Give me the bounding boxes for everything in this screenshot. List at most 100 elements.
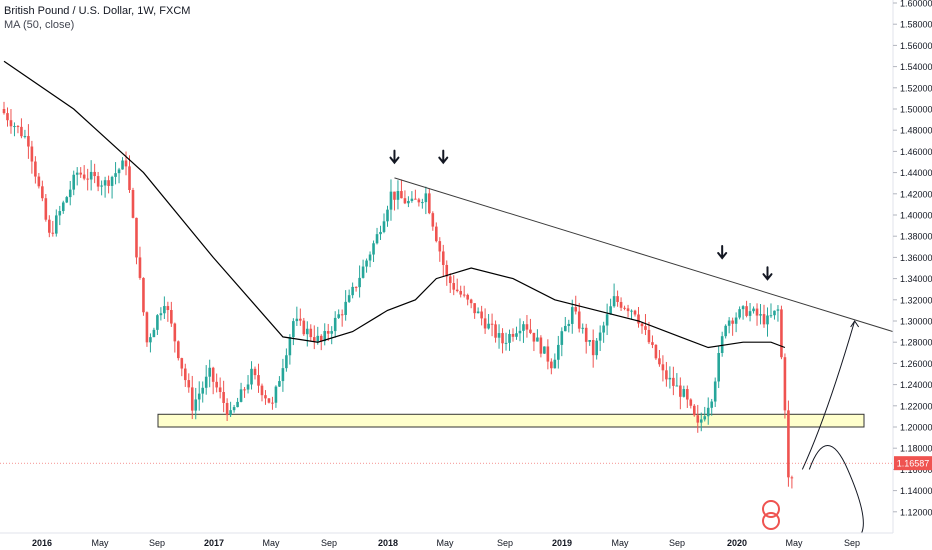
candle-body <box>396 191 400 200</box>
candle-body <box>790 477 794 479</box>
candle-body <box>557 344 560 360</box>
candle-body <box>567 323 571 326</box>
y-tick-label: 1.32000 <box>900 295 932 305</box>
candle-body <box>382 221 386 232</box>
candle-body <box>295 318 299 322</box>
candle-body <box>299 318 302 321</box>
candle-body <box>27 136 30 147</box>
y-tick-label: 1.20000 <box>900 423 932 433</box>
candle-body <box>68 189 72 198</box>
candle-body <box>550 361 553 369</box>
candle-body <box>734 317 738 324</box>
candle-body <box>434 226 438 242</box>
candle-body <box>508 333 511 343</box>
candle-body <box>267 398 271 403</box>
candle-body <box>333 317 337 332</box>
x-tick-label: May <box>611 538 629 548</box>
y-tick-label: 1.52000 <box>900 83 932 93</box>
candle-body <box>720 336 724 353</box>
candle-body <box>532 332 536 342</box>
x-tick-label: 2020 <box>727 538 747 548</box>
y-tick-label: 1.36000 <box>900 253 932 263</box>
candle-body <box>389 191 393 210</box>
candle-body <box>34 161 37 177</box>
candle-body <box>393 191 396 200</box>
candle-body <box>93 171 96 177</box>
x-tick-label: Sep <box>497 538 513 548</box>
candle-body <box>609 306 612 315</box>
candle-body <box>787 410 790 478</box>
candle-body <box>361 266 365 278</box>
candle-body <box>326 331 330 334</box>
candle-body <box>773 310 776 316</box>
y-tick-label: 1.12000 <box>900 507 932 517</box>
y-tick-label: 1.34000 <box>900 274 932 284</box>
candle-body <box>455 289 459 292</box>
y-tick-label: 1.28000 <box>900 338 932 348</box>
candle-body <box>337 314 340 318</box>
chart-legend: British Pound / U.S. Dollar, 1W, FXCM MA… <box>4 4 190 32</box>
candle-body <box>494 324 497 338</box>
candle-body <box>236 401 239 408</box>
candle-body <box>330 331 334 334</box>
candle-body <box>525 324 529 330</box>
candle-body <box>211 367 215 382</box>
candle-body <box>727 320 731 326</box>
x-tick-label: 2019 <box>552 538 572 548</box>
candle-body <box>755 308 759 316</box>
candle-body <box>501 333 504 344</box>
candle-body <box>30 146 34 162</box>
candle-body <box>319 335 323 342</box>
candle-body <box>640 323 644 327</box>
y-tick-label: 1.30000 <box>900 317 932 327</box>
candle-body <box>274 386 278 403</box>
candle-body <box>23 136 27 138</box>
candle-body <box>13 126 16 128</box>
candle-body <box>86 178 89 180</box>
candle-body <box>79 172 82 175</box>
projection-path <box>808 445 864 534</box>
candle-body <box>312 337 316 342</box>
candle-body <box>605 314 609 326</box>
candle-body <box>689 399 693 406</box>
candle-body <box>515 333 518 337</box>
y-tick-label: 1.56000 <box>900 41 932 51</box>
down-arrow-icon <box>389 149 400 165</box>
candle-body <box>724 325 727 337</box>
candle-body <box>260 385 264 396</box>
x-tick-label: Sep <box>844 538 860 548</box>
candle-body <box>379 231 382 235</box>
candle-body <box>713 381 717 402</box>
candle-body <box>630 310 633 312</box>
candle-body <box>264 395 267 399</box>
candle-body <box>602 325 605 333</box>
candle-body <box>675 385 679 387</box>
candle-body <box>672 377 675 386</box>
candle-body <box>107 180 110 186</box>
y-tick-label: 1.22000 <box>900 401 932 411</box>
candle-body <box>665 370 668 380</box>
candle-body <box>692 405 696 416</box>
candle-body <box>16 126 20 128</box>
candle-body <box>323 331 327 342</box>
candle-body <box>637 314 640 324</box>
candle-body <box>553 359 557 369</box>
chart-title: British Pound / U.S. Dollar, 1W, FXCM <box>4 5 191 17</box>
candle-body <box>386 209 389 222</box>
candle-body <box>100 185 103 187</box>
candle-body <box>229 410 232 416</box>
candle-body <box>706 407 710 417</box>
x-tick-label: Sep <box>669 538 685 548</box>
candle-body <box>197 393 201 400</box>
candle-body <box>351 286 354 296</box>
candle-body <box>623 307 626 309</box>
candle-body <box>89 171 93 180</box>
candle-body <box>490 323 494 325</box>
candle-body <box>745 306 748 316</box>
x-tick-label: May <box>91 538 109 548</box>
candle-body <box>731 320 734 324</box>
candle-body <box>37 176 41 187</box>
candle-body <box>170 310 173 324</box>
candle-body <box>476 311 480 314</box>
